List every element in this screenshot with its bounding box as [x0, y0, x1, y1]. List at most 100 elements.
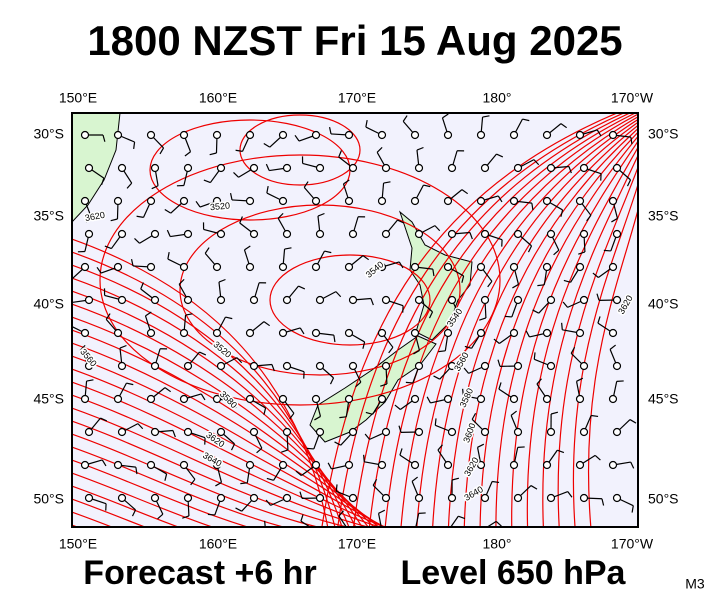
station [579, 229, 589, 239]
barb-flag [532, 528, 535, 534]
barb-flag [131, 509, 137, 517]
barb-flag [69, 318, 70, 325]
station [315, 361, 325, 371]
barb-flag [329, 377, 335, 385]
station [513, 493, 523, 503]
station [315, 427, 325, 437]
station [480, 361, 490, 371]
lon-label-top: 170°W [611, 90, 654, 106]
barb-flag [398, 425, 402, 433]
frame [71, 112, 639, 528]
station [245, 262, 255, 272]
barb-flag [333, 335, 336, 343]
station [282, 163, 292, 173]
barb-flag [178, 278, 185, 285]
station [113, 130, 123, 140]
station [546, 163, 556, 173]
barb-flag [365, 120, 368, 128]
barb-flag [151, 185, 159, 190]
barb-flag [497, 195, 503, 203]
barb-flag [442, 113, 449, 119]
barb-flag [207, 513, 215, 516]
barb-flag [327, 462, 332, 470]
contour-line [72, 355, 384, 527]
lat-label-left: 30°S [33, 126, 64, 142]
barb-flag [504, 315, 512, 318]
station [344, 262, 354, 272]
lat-label-left: 40°S [33, 296, 64, 312]
station [509, 394, 519, 404]
barb-flag [601, 498, 605, 506]
station [113, 460, 123, 470]
station [344, 460, 354, 470]
barb-flag [159, 147, 165, 155]
barb-flag [298, 285, 306, 290]
barb-flag [86, 379, 94, 382]
lat-label-left: 35°S [33, 208, 64, 224]
contour-line [447, 124, 638, 527]
barb-flag [334, 441, 342, 446]
station [179, 196, 189, 206]
station [80, 328, 90, 338]
barb-flag [492, 480, 500, 484]
barb-staff [175, 531, 184, 546]
station [282, 526, 284, 527]
barb-flag [434, 225, 441, 232]
barb-flag [383, 181, 391, 184]
barb-flag [134, 238, 140, 244]
station [546, 526, 548, 527]
station [278, 394, 288, 404]
contour-line [526, 146, 638, 527]
barb-flag [362, 341, 366, 349]
contour-line [72, 433, 321, 527]
station [513, 526, 515, 527]
station [414, 361, 424, 371]
lat-label-right: 40°S [648, 296, 679, 312]
barb-flag [277, 212, 284, 219]
barb-flag [140, 282, 144, 290]
barb-flag [537, 284, 545, 287]
station [216, 526, 218, 527]
lon-label-top: 180° [483, 90, 512, 106]
barb-flag [471, 412, 477, 420]
barb-flag [209, 152, 217, 156]
title: 1800 NZST Fri 15 Aug 2025 [87, 17, 622, 64]
station [311, 262, 321, 272]
station [410, 460, 420, 470]
station [509, 328, 519, 338]
barb-flag [234, 401, 237, 409]
barb-flag [402, 115, 408, 122]
station [447, 163, 457, 173]
barb-flag [469, 232, 473, 240]
barb-flag [550, 411, 559, 415]
barb-flag [365, 411, 373, 415]
barb-flag [609, 344, 617, 350]
barb-flag [495, 520, 502, 527]
station [84, 163, 94, 173]
barb-flag [215, 481, 222, 487]
station [117, 427, 127, 437]
map-content: 3620352035403540356035803600362036403620… [69, 113, 638, 550]
barb-flag [531, 203, 534, 211]
barb-flag [271, 364, 275, 372]
barb-staff [118, 531, 122, 548]
barb-flag [145, 311, 152, 317]
barb-flag [530, 485, 538, 490]
station [443, 328, 453, 338]
station [179, 460, 189, 470]
contour-label: 3520 [210, 201, 231, 213]
station [117, 229, 127, 239]
barb-flag [102, 134, 106, 142]
station [212, 262, 222, 272]
barb-flag [133, 141, 136, 150]
station [282, 229, 292, 239]
barb-flag [533, 352, 536, 360]
barb-flag [230, 443, 236, 451]
station [113, 328, 123, 338]
station [249, 493, 259, 503]
barb-flag [567, 491, 573, 498]
station [117, 493, 127, 503]
barb-flag [141, 549, 148, 550]
station [117, 361, 127, 371]
barb-flag [493, 338, 500, 344]
